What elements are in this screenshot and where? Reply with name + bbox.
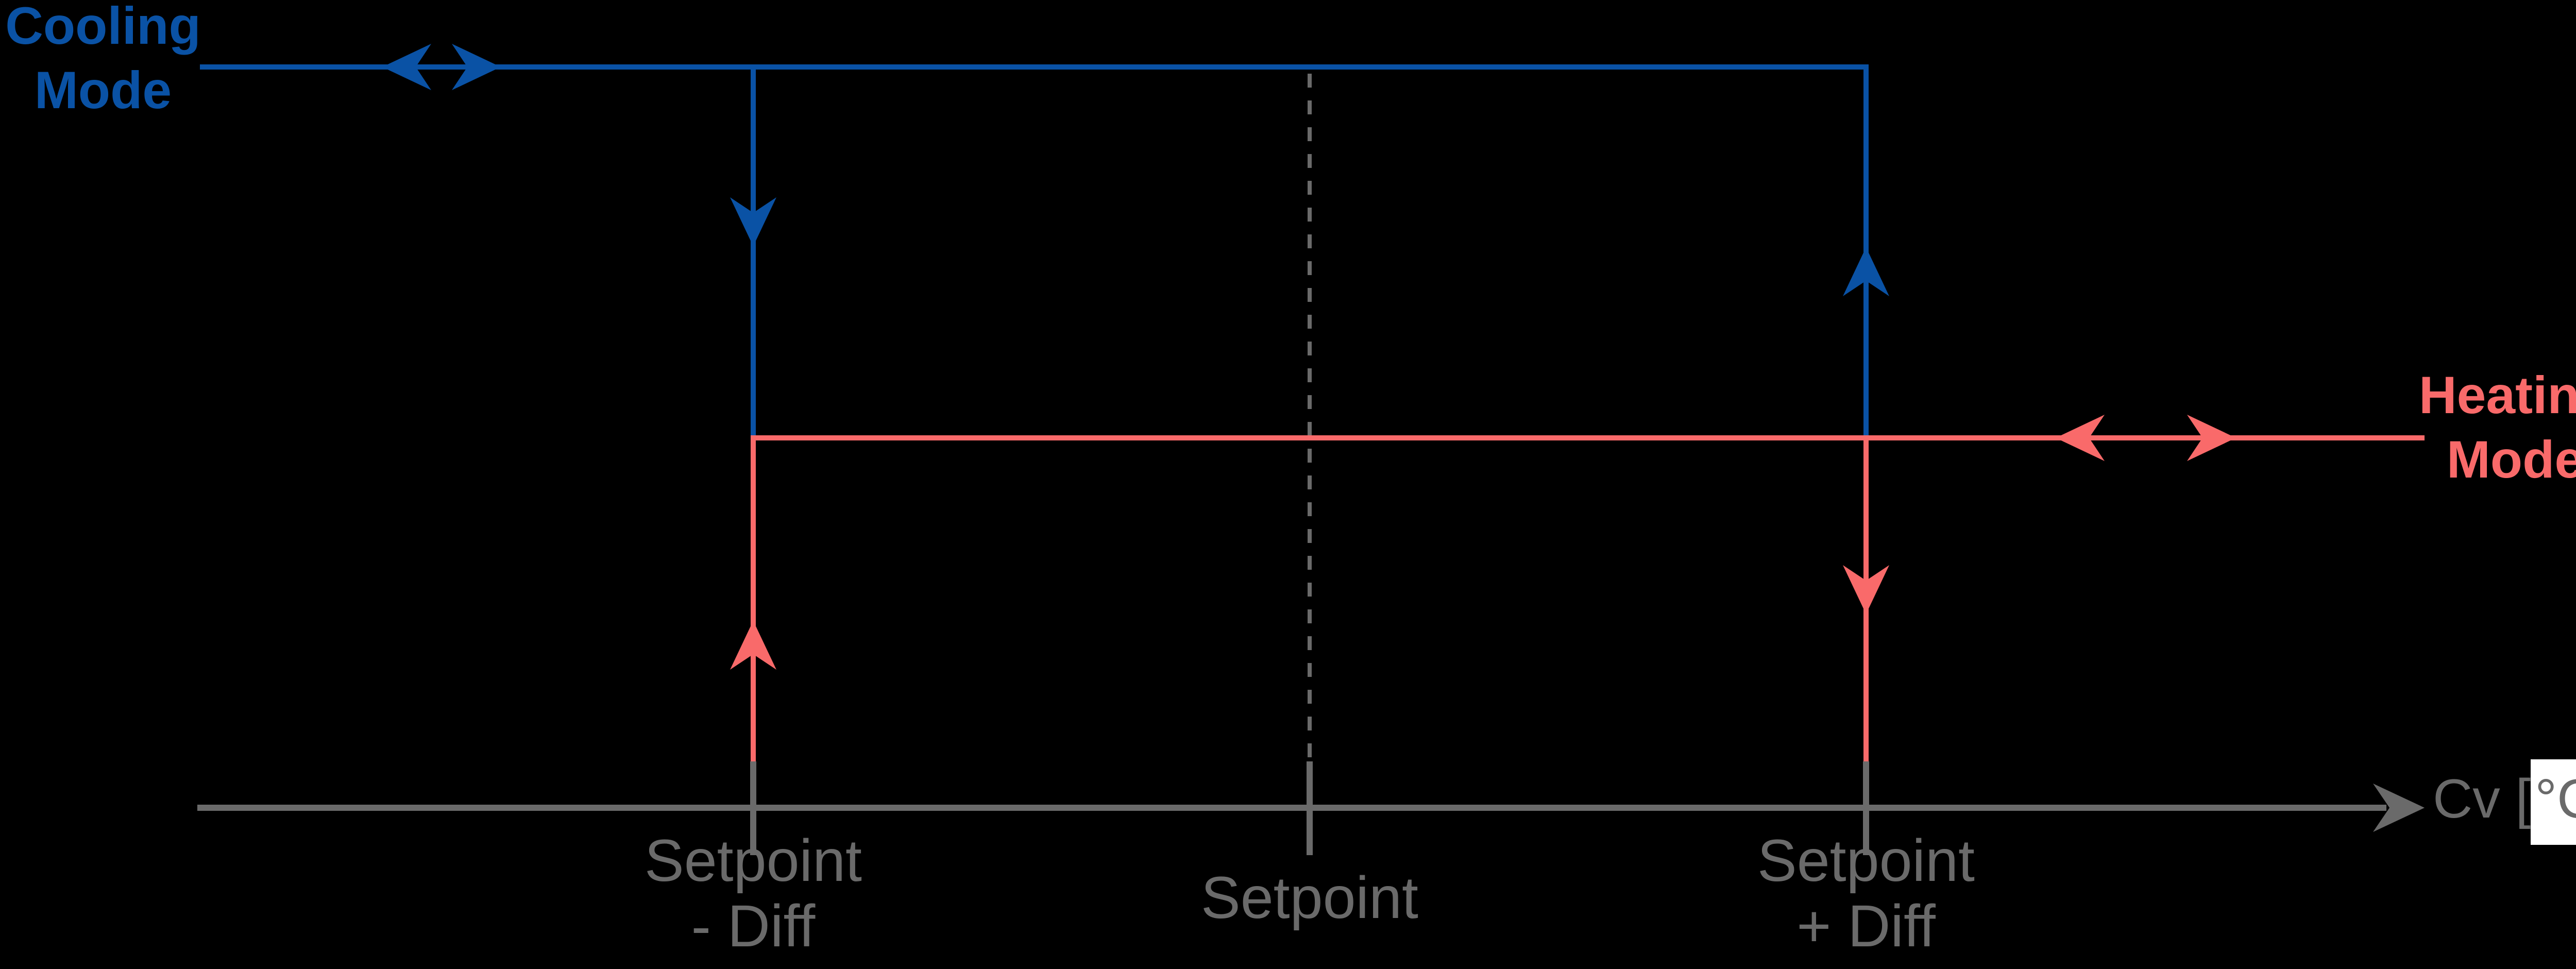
tick-label-setpoint: Setpoint <box>1078 865 1541 931</box>
heating-mode-label-line2: Mode <box>2446 430 2576 489</box>
cooling-mode-label: Cooling Mode <box>0 0 209 123</box>
heating-arrow-left-icon <box>2056 415 2105 461</box>
cooling-arrow-right-icon <box>452 44 501 90</box>
cooling-mode-label-line1: Cooling <box>5 0 201 55</box>
heating-mode-label: Heating Mode <box>2406 363 2576 492</box>
x-axis-unit-prefix: Cv [ <box>2433 768 2531 829</box>
heating-arrow-down-icon <box>1843 565 1889 614</box>
tick-label-setpoint-plus-diff-line1: Setpoint <box>1757 828 1975 894</box>
tick-label-setpoint-plus-diff: Setpoint + Diff <box>1634 828 2098 959</box>
x-axis-unit-boxed: °C] <box>2531 759 2576 845</box>
x-axis-arrowhead-icon <box>2373 784 2425 832</box>
tick-label-setpoint-plus-diff-line2: + Diff <box>1797 893 1936 959</box>
tick-label-setpoint-line1: Setpoint <box>1201 865 1418 931</box>
tick-label-setpoint-minus-diff: Setpoint - Diff <box>521 828 985 959</box>
heating-mode-label-line1: Heating <box>2418 366 2576 424</box>
x-axis-unit-label: Cv [°C] <box>2433 759 2576 845</box>
cooling-arrow-up-icon <box>1843 247 1889 296</box>
cooling-mode-label-line2: Mode <box>34 61 172 120</box>
heating-arrow-right-icon <box>2187 415 2236 461</box>
tick-label-setpoint-minus-diff-line2: - Diff <box>691 893 816 959</box>
cooling-arrow-down-icon <box>730 197 776 246</box>
tick-label-setpoint-minus-diff-line1: Setpoint <box>645 828 862 894</box>
heating-arrow-up-icon <box>730 621 776 670</box>
cooling-arrow-left-icon <box>382 44 431 90</box>
